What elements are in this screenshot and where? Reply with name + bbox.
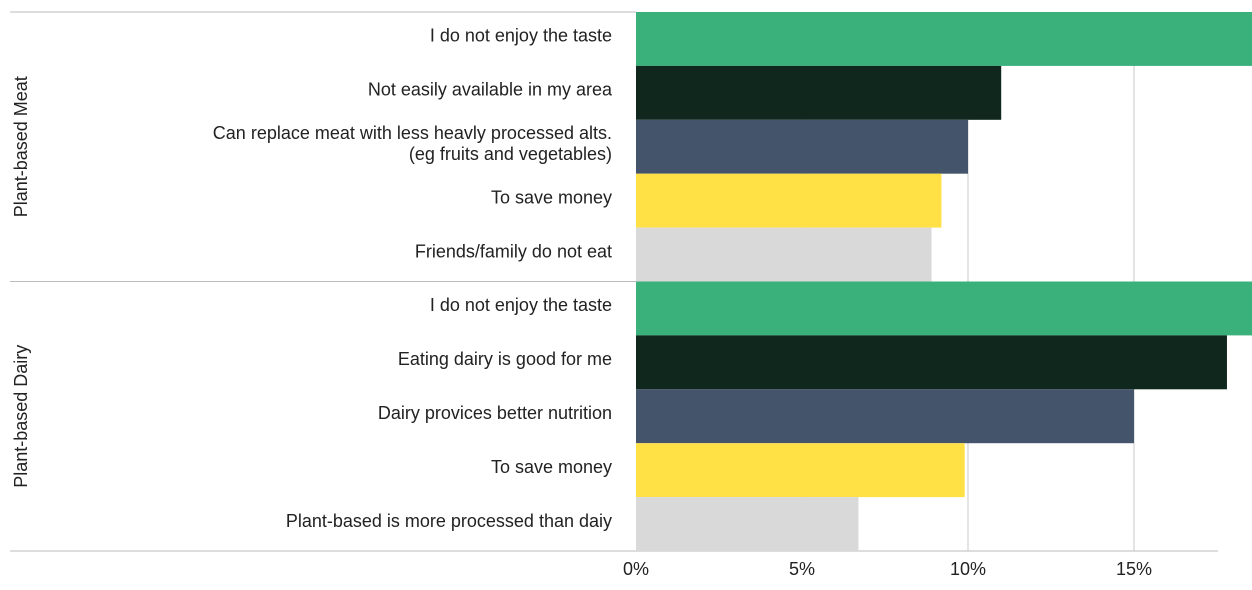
bar-dairy-2 <box>636 389 1134 444</box>
bar-meat-2 <box>636 119 968 174</box>
bar-dairy-1 <box>636 335 1227 390</box>
bar-dairy-3 <box>636 443 965 498</box>
category-label-dairy-2: Dairy provices better nutrition <box>378 403 612 423</box>
category-label-meat-0: I do not enjoy the taste <box>430 26 612 46</box>
bar-dairy-4 <box>636 497 859 551</box>
bar-meat-3 <box>636 173 942 228</box>
category-label-dairy-0: I do not enjoy the taste <box>430 295 612 315</box>
category-label-meat-2: Can replace meat with less heavly proces… <box>213 123 612 164</box>
category-label-meat-4: Friends/family do not eat <box>415 241 612 261</box>
category-label-dairy-3: To save money <box>491 457 612 477</box>
bar-meat-4 <box>636 227 932 282</box>
group-label-1: Plant-based Dairy <box>11 345 31 488</box>
bar-meat-0 <box>636 12 1252 66</box>
bar-meat-1 <box>636 65 1002 120</box>
category-label-dairy-4: Plant-based is more processed than daiy <box>286 511 612 531</box>
x-tick-label-3: 15% <box>1116 559 1152 579</box>
bar-dairy-0 <box>636 281 1252 336</box>
category-label-meat-3: To save money <box>491 187 612 207</box>
x-tick-label-2: 10% <box>950 559 986 579</box>
x-tick-label-1: 5% <box>789 559 815 579</box>
category-label-dairy-1: Eating dairy is good for me <box>398 349 612 369</box>
category-label-meat-1: Not easily available in my area <box>368 80 613 100</box>
group-label-0: Plant-based Meat <box>11 76 31 217</box>
x-tick-label-0: 0% <box>623 559 649 579</box>
